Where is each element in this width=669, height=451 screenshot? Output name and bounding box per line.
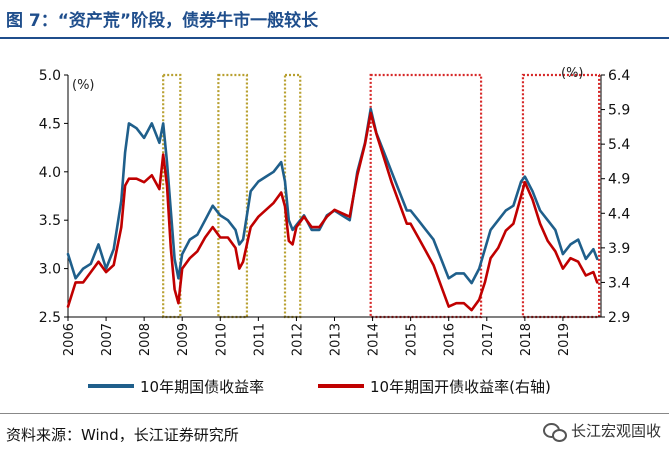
y-right-tick-label: 5.9 <box>608 103 630 119</box>
title-rule <box>0 37 669 39</box>
x-tick-label: 2013 <box>329 323 344 356</box>
x-tick-label: 2015 <box>405 323 420 356</box>
line-chart: 2.5 3.0 3.5 4.0 4.5 5.0 2.9 3.4 3.9 4.4 4.9 5.4 5.9 6… <box>39 66 631 396</box>
x-tick-label: 2008 <box>138 323 153 356</box>
watermark: 长江宏观固收 <box>542 420 661 442</box>
x-tick-label: 2017 <box>481 323 496 356</box>
chart-axes: 2.5 3.0 3.5 4.0 4.5 5.0 2.9 3.4 3.9 4.4 4.9 5.4 5.9 6… <box>39 68 631 356</box>
y-left-tick-label: 4.5 <box>39 116 61 132</box>
y-right-unit: (%) <box>561 66 584 81</box>
highlight-box-4 <box>369 73 483 319</box>
x-tick-label: 2006 <box>62 323 77 356</box>
x-tick-label: 2014 <box>367 323 382 356</box>
highlight-box-2 <box>217 73 249 319</box>
y-left-tick-label: 2.5 <box>39 310 61 326</box>
chart-title: 图 7：“资产荒”阶段，债券牛市一般较长 <box>6 11 319 31</box>
y-left-tick-label: 4.0 <box>39 165 61 181</box>
x-tick-label: 2016 <box>443 323 458 356</box>
y-right-tick-label: 4.9 <box>608 172 630 188</box>
y-right-tick-label: 4.4 <box>608 206 630 222</box>
legend-label-1: 10年期国债收益率 <box>140 378 264 396</box>
series-line-2 <box>66 111 599 312</box>
y-right-tick-label: 2.9 <box>608 310 630 326</box>
wechat-icon <box>542 422 567 442</box>
y-left-tick-label: 3.0 <box>39 262 61 278</box>
y-right-tick-label: 3.9 <box>608 241 630 257</box>
y-left-tick-label: 3.5 <box>39 213 61 229</box>
source-note: 资料来源：Wind，长江证券研究所 <box>6 426 239 444</box>
chart-legend: 10年期国债收益率 10年期国开债收益率(右轴) <box>88 378 551 396</box>
y-right-tick-label: 6.4 <box>608 68 630 84</box>
x-tick-label: 2012 <box>290 323 305 356</box>
y-left-unit: (%) <box>72 78 95 93</box>
x-tick-label: 2007 <box>100 323 115 356</box>
x-tick-label: 2010 <box>214 323 229 356</box>
legend-label-2: 10年期国开债收益率(右轴) <box>370 378 551 396</box>
x-tick-label: 2019 <box>557 323 572 356</box>
series-line-1 <box>66 107 599 285</box>
highlight-box-1 <box>162 73 182 319</box>
footer-rule <box>0 413 669 414</box>
x-tick-label: 2011 <box>252 323 267 356</box>
y-right-tick-label: 5.4 <box>608 137 630 153</box>
y-left-tick-label: 5.0 <box>39 68 61 84</box>
x-tick-label: 2009 <box>176 323 191 356</box>
y-right-tick-label: 3.4 <box>608 275 630 291</box>
chart-lines <box>66 107 599 312</box>
watermark-text: 长江宏观固收 <box>570 422 661 440</box>
x-tick-label: 2018 <box>519 323 534 356</box>
